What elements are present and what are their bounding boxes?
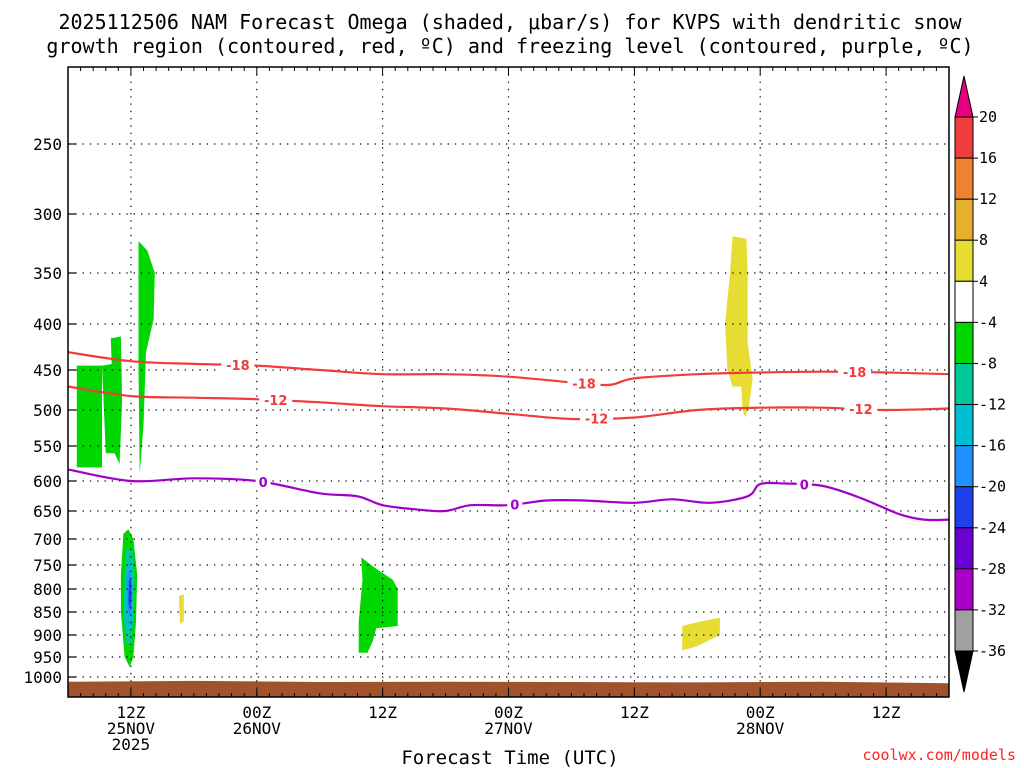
omega-region-8 [128, 579, 132, 610]
x-tick-label-h60-1: 12Z [872, 703, 901, 722]
contour-label-bg [221, 357, 255, 374]
y-tick-label-500: 500 [33, 401, 62, 420]
colorbar-bin-4 [954, 280, 974, 323]
colorbar-tick-label--8: -8 [979, 355, 997, 373]
x-tick-label-h50-2: 28NOV [736, 719, 785, 738]
contour-label-bg [507, 496, 523, 513]
x-tick-label-h30-2: 27NOV [484, 719, 533, 738]
x-tick-label-h50-1: 00Z [746, 703, 775, 722]
colorbar-bin-7 [954, 404, 974, 447]
omega-region-10 [178, 594, 184, 624]
y-tick-label-950: 950 [33, 648, 62, 667]
x-tick-label-h10-1: 00Z [242, 703, 271, 722]
y-tick-label-900: 900 [33, 626, 62, 645]
x-axis-label: Forecast Time (UTC) [401, 747, 618, 768]
y-tick-label-1000: 1000 [23, 668, 62, 687]
terrain-surface [68, 680, 949, 697]
colorbar-tick-label--4: -4 [979, 313, 997, 331]
y-tick-label-700: 700 [33, 530, 62, 549]
colorbar-tick-label-20: 20 [979, 108, 997, 126]
colorbar-bin-5 [954, 321, 974, 364]
y-tick-label-650: 650 [33, 502, 62, 521]
terrain-layer [68, 680, 949, 697]
y-tick-label-800: 800 [33, 580, 62, 599]
y-tick-label-300: 300 [33, 205, 62, 224]
colorbar-tick-label-8: 8 [979, 231, 988, 249]
chart-title-line-1: 2025112506 NAM Forecast Omega (shaded, μ… [58, 10, 962, 34]
axes-layer: 250 300 350 400 450 500 550 600 650 700 750 800 850 9… [23, 66, 950, 754]
colorbar-bottom-arrow [954, 650, 974, 693]
contour-label-bg [259, 392, 293, 409]
contour-line-2 [67, 468, 950, 522]
colorbar-bin-9 [954, 486, 974, 529]
y-tick-label-450: 450 [33, 361, 62, 380]
contour-label-2-0: 0 [259, 476, 268, 491]
colorbar-bin-8 [954, 445, 974, 488]
x-tick-label-h0-1: 12Z [116, 703, 145, 722]
colorbar-tick-label--24: -24 [979, 519, 1006, 537]
colorbar-tick-label--32: -32 [979, 601, 1006, 619]
colorbar-tick-label-12: 12 [979, 190, 997, 208]
omega-region-3 [138, 241, 155, 475]
contour-label-0-1: -18 [572, 377, 596, 392]
grid-layer [68, 67, 949, 697]
colorbar-tick-label--36: -36 [979, 642, 1006, 660]
x-tick-label-h30-1: 00Z [494, 703, 523, 722]
colorbar-tick-label--28: -28 [979, 560, 1006, 578]
omega-region-2 [110, 336, 123, 464]
contour-line-1 [67, 385, 950, 421]
contour-label-1-0: -12 [264, 394, 288, 409]
x-tick-label-h0-3: 2025 [112, 735, 151, 754]
contour-label-bg [580, 410, 614, 427]
contour-line-0 [67, 351, 950, 387]
colorbar-bin-1 [954, 157, 974, 200]
omega-region-9 [358, 557, 398, 653]
colorbar-tick-label--16: -16 [979, 437, 1006, 455]
colorbar-tick-label--12: -12 [979, 396, 1006, 414]
colorbar-tick-label-4: 4 [979, 272, 988, 290]
colorbar-bin-12 [954, 609, 974, 652]
contour-label-bg [796, 476, 812, 493]
colorbar-top-arrow [954, 75, 974, 118]
contour-label-2-1: 0 [510, 498, 519, 513]
y-tick-label-350: 350 [33, 264, 62, 283]
omega-region-11 [682, 617, 720, 651]
colorbar-bin-2 [954, 198, 974, 241]
contour-label-1-1: -12 [585, 412, 609, 427]
colorbar-bin-0 [954, 116, 974, 159]
x-tick-label-h20-1: 12Z [368, 703, 397, 722]
contour-label-bg [844, 401, 878, 418]
x-tick-label-h10-2: 26NOV [233, 719, 282, 738]
y-tick-label-850: 850 [33, 603, 62, 622]
chart-title-line-2: growth region (contoured, red, ºC) and f… [46, 34, 973, 58]
colorbar: 20 16 12 8 4 -4 -8 -12 -16 -20 -24 -28 -32 -36 [954, 75, 1006, 693]
contour-layer: -18 -18 -18 -12 -12 -12 0 0 0 [67, 351, 950, 522]
colorbar-bin-11 [954, 568, 974, 611]
contour-label-1-2: -12 [849, 403, 873, 418]
omega-region-0 [76, 365, 102, 468]
contour-label-0-0: -18 [226, 359, 250, 374]
y-tick-label-250: 250 [33, 135, 62, 154]
y-tick-label-600: 600 [33, 472, 62, 491]
omega-shading-layer [76, 236, 753, 668]
colorbar-bin-10 [954, 527, 974, 570]
contour-label-bg [255, 474, 271, 491]
y-tick-label-550: 550 [33, 437, 62, 456]
contour-label-2-2: 0 [800, 479, 809, 494]
y-tick-label-400: 400 [33, 315, 62, 334]
x-tick-label-h40-1: 12Z [620, 703, 649, 722]
colorbar-bin-6 [954, 363, 974, 406]
x-tick-label-h0-2: 25NOV [107, 719, 156, 738]
colorbar-tick-label-16: 16 [979, 149, 997, 167]
contour-label-bg [838, 364, 872, 381]
omega-region-12 [725, 236, 753, 418]
contour-label-bg [567, 375, 601, 392]
contour-label-0-2: -18 [843, 366, 867, 381]
y-tick-label-750: 750 [33, 556, 62, 575]
colorbar-bin-3 [954, 239, 974, 282]
credit-link[interactable]: coolwx.com/models [862, 746, 1016, 764]
colorbar-tick-label--20: -20 [979, 478, 1006, 496]
